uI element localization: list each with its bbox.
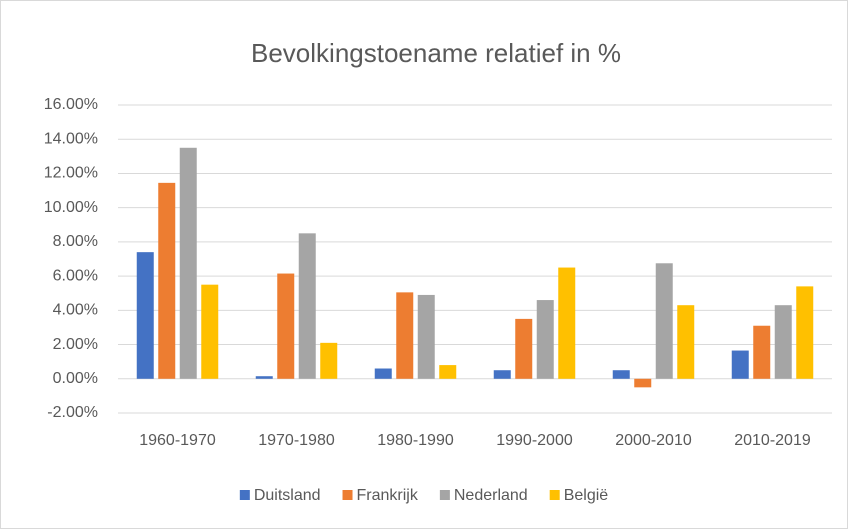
- bar: [774, 305, 792, 379]
- bar: [417, 294, 435, 379]
- bar: [677, 305, 695, 379]
- legend-label: Frankrijk: [357, 487, 419, 504]
- legend-label: Duitsland: [254, 487, 321, 504]
- x-tick-label: 1960-1970: [139, 432, 216, 449]
- y-tick-label: 14.00%: [44, 130, 98, 147]
- legend-swatch: [439, 490, 450, 500]
- bar: [201, 284, 219, 379]
- bar: [634, 378, 652, 388]
- y-tick-label: 10.00%: [44, 199, 98, 216]
- legend-swatch: [239, 490, 250, 500]
- y-tick-label: -2.00%: [47, 404, 98, 421]
- chart-title: Bevolkingstoename relatief in %: [251, 38, 621, 68]
- bar: [753, 325, 771, 379]
- x-tick-label: 1990-2000: [496, 432, 573, 449]
- bar: [396, 292, 414, 379]
- bar: [731, 350, 749, 379]
- bar: [796, 286, 814, 379]
- y-tick-label: 8.00%: [53, 233, 98, 250]
- bar: [536, 300, 554, 379]
- y-tick-label: 2.00%: [53, 336, 98, 353]
- y-tick-label: 6.00%: [53, 267, 98, 284]
- bar: [255, 376, 273, 379]
- x-tick-label: 1980-1990: [377, 432, 454, 449]
- bar: [298, 233, 316, 379]
- legend-label: België: [564, 487, 609, 504]
- legend-swatch: [342, 490, 353, 500]
- bar: [277, 273, 295, 379]
- bar: [439, 365, 457, 379]
- legend-label: Nederland: [454, 487, 528, 504]
- bar: [558, 267, 576, 379]
- bar: [179, 147, 197, 379]
- x-tick-label: 1970-1980: [258, 432, 335, 449]
- bar: [320, 342, 338, 379]
- bar: [515, 318, 533, 379]
- y-tick-label: 16.00%: [44, 96, 98, 113]
- x-tick-label: 2000-2010: [615, 432, 692, 449]
- bar: [374, 368, 392, 379]
- y-tick-label: 12.00%: [44, 165, 98, 182]
- x-tick-label: 2010-2019: [734, 432, 811, 449]
- y-tick-label: 4.00%: [53, 302, 98, 319]
- bar: [655, 263, 673, 379]
- bar: [493, 370, 511, 379]
- legend-swatch: [549, 490, 560, 500]
- bar: [136, 252, 154, 379]
- y-tick-label: 0.00%: [53, 370, 98, 387]
- bar: [612, 370, 630, 379]
- bar: [158, 182, 176, 379]
